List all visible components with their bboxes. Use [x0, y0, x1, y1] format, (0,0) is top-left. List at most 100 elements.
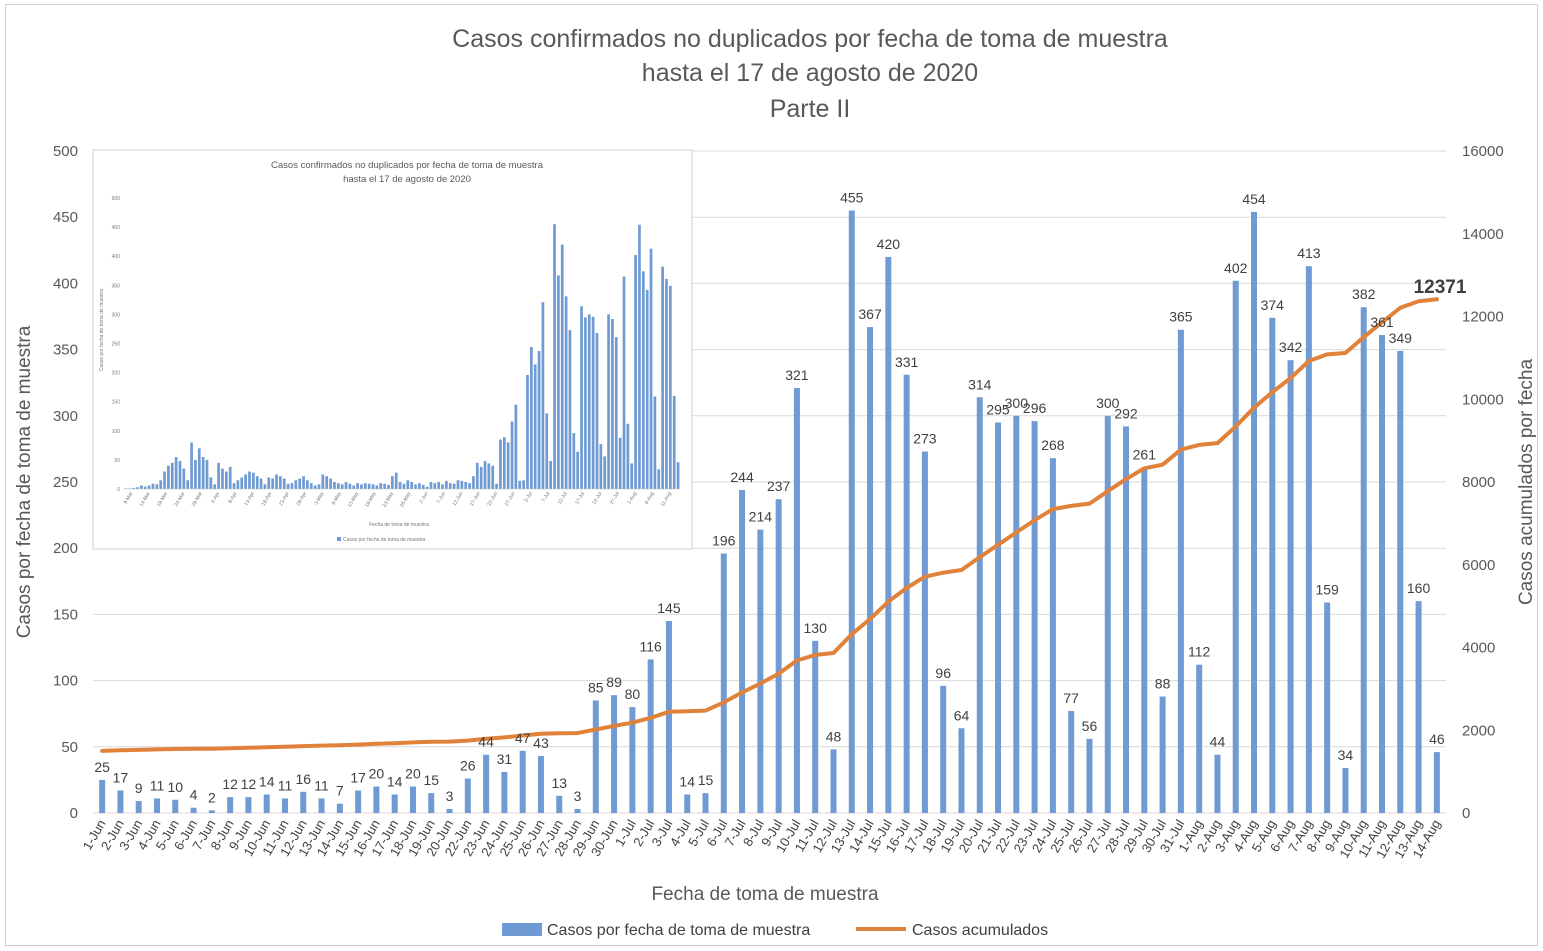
inset-bar [634, 255, 637, 489]
data-label: 15 [698, 772, 714, 788]
inset-bar [557, 275, 560, 489]
y-tick-label: 50 [61, 739, 78, 756]
inset-bar [518, 480, 522, 489]
chart-title-line-3: Parte II [770, 95, 851, 123]
data-label: 454 [1242, 191, 1266, 207]
bar [409, 786, 416, 813]
inset-bar [487, 463, 491, 489]
inset-bar [460, 480, 464, 489]
bar [885, 256, 892, 813]
bar [208, 810, 215, 813]
legend-line-label: Casos acumulados [912, 922, 1048, 939]
bar [611, 695, 618, 813]
inset-bar [190, 442, 193, 489]
y-axis-right-ticks: 0 2000 4000 6000 8000 10000 12000 14000 16000 [1462, 143, 1504, 822]
inset-bar [209, 477, 213, 489]
inset-bar [526, 374, 529, 489]
inset-bar [599, 444, 603, 489]
inset-bar [665, 278, 668, 489]
inset-bar [194, 459, 197, 489]
y2-tick-label: 14000 [1462, 226, 1504, 243]
inset-bar [622, 276, 626, 489]
inset-bar [572, 433, 576, 489]
inset-bar [336, 483, 340, 489]
data-label: 44 [1210, 734, 1226, 750]
inset-bar [143, 486, 147, 489]
data-label: 382 [1352, 286, 1376, 302]
y-tick-label: 150 [53, 606, 78, 623]
inset-bar [275, 474, 278, 489]
bar [263, 794, 270, 813]
inset-bar [676, 462, 680, 489]
data-label: 56 [1082, 718, 1098, 734]
y-tick-label: 500 [53, 143, 78, 160]
bar [1342, 767, 1349, 813]
inset-bar [371, 484, 375, 489]
inset-bar [495, 483, 498, 489]
bar [99, 779, 106, 813]
inset-bar [375, 485, 379, 489]
inset-y-tick-label: 200 [112, 371, 121, 377]
inset-bar [248, 471, 251, 489]
bar [355, 790, 362, 813]
inset-bar [240, 477, 244, 489]
data-label: 17 [113, 769, 129, 785]
bar [556, 795, 563, 813]
bar [1031, 421, 1038, 813]
bar [1232, 280, 1239, 813]
inset-bar [387, 484, 390, 489]
inset-bar [468, 483, 471, 489]
bar [1141, 467, 1148, 813]
inset-y-tick-label: 150 [112, 400, 121, 406]
inset-bar [221, 468, 224, 489]
bar [318, 798, 325, 813]
inset-bar [321, 474, 325, 489]
y-tick-label: 350 [53, 342, 78, 359]
bar [227, 797, 234, 813]
legend: Casos por fecha de toma de muestra Casos… [502, 922, 1048, 939]
bar [976, 397, 983, 813]
inset-bar [587, 314, 591, 489]
bar [1123, 426, 1130, 813]
bar [391, 794, 398, 813]
data-label: 420 [877, 236, 901, 252]
bar [1433, 752, 1440, 813]
inset-bar [390, 476, 394, 489]
inset-bar [367, 483, 371, 489]
data-label: 455 [840, 190, 864, 206]
bar [684, 794, 691, 813]
inset-bar [429, 482, 433, 489]
inset-bar [668, 285, 672, 489]
chart-frame [5, 4, 1538, 946]
data-label: 15 [423, 772, 439, 788]
bar [1068, 711, 1075, 813]
inset-chart: Casos confirmados no duplicados por fech… [92, 149, 693, 550]
bar [135, 801, 142, 813]
legend-bar-swatch [502, 923, 542, 936]
inset-y-axis-label: Casos por fecha de toma de muestra [99, 289, 105, 371]
inset-bar [564, 296, 568, 489]
inset-bar [286, 483, 290, 489]
y-tick-label: 100 [53, 673, 78, 690]
inset-y-tick-label: 250 [112, 342, 121, 348]
data-label: 2 [208, 789, 216, 805]
inset-bar [356, 483, 359, 489]
data-label: 31 [497, 751, 513, 767]
data-label: 12 [241, 776, 257, 792]
inset-bar [410, 482, 414, 489]
inset-bar [653, 396, 657, 489]
inset-bar [178, 461, 182, 489]
y2-tick-label: 16000 [1462, 143, 1504, 160]
bar [464, 778, 471, 813]
bar [812, 640, 819, 813]
bar [921, 451, 928, 813]
bar [720, 553, 727, 813]
inset-bar [348, 483, 352, 489]
bar [647, 659, 654, 813]
y-tick-label: 300 [53, 408, 78, 425]
inset-bar [279, 476, 282, 489]
bar [1013, 415, 1020, 813]
data-label: 159 [1315, 581, 1339, 597]
inset-bar [224, 471, 228, 489]
